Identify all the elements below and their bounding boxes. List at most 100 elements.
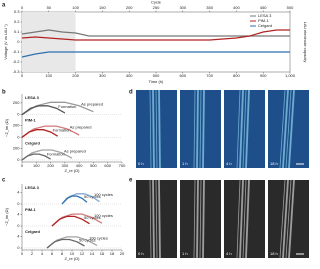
frame-label: 1 h xyxy=(182,251,188,256)
fiber xyxy=(158,179,161,259)
x-tick-label: 700 xyxy=(206,73,213,78)
fiber xyxy=(282,89,289,169)
x-tick-label: 400 xyxy=(126,73,133,78)
y-tick-label: 200 xyxy=(13,145,20,150)
fiber xyxy=(239,89,244,169)
frame-label: 4 h xyxy=(226,161,232,166)
fiber xyxy=(193,179,196,259)
series-label: Formation xyxy=(53,128,71,133)
impedance-curve xyxy=(21,125,80,138)
top-tick-label: 50 xyxy=(47,5,52,10)
y-tick-label: 4 xyxy=(17,212,20,217)
impedance-curve xyxy=(21,149,73,161)
fiber xyxy=(242,89,247,169)
x-tick-label: 6 xyxy=(51,251,54,256)
fiber xyxy=(149,179,152,259)
legend-label: LESA 3 xyxy=(258,13,272,18)
x-tick-label: 0 xyxy=(21,73,24,78)
fiber xyxy=(196,89,199,169)
x-tick-label: 200 xyxy=(47,163,54,168)
top-tick-label: 400 xyxy=(233,5,240,10)
panel-label: c xyxy=(2,178,6,184)
x-tick-label: 18 xyxy=(110,251,115,256)
group-label: Celgard xyxy=(25,140,40,145)
top-tick-label: 250 xyxy=(153,5,160,10)
x-tick-label: 800 xyxy=(233,73,240,78)
fiber xyxy=(202,89,205,169)
series-label: Formation xyxy=(47,151,65,156)
x-tick-label: 0 xyxy=(21,251,24,256)
fiber xyxy=(155,89,158,169)
y-axis-label: −Z_im (Ω) xyxy=(4,207,9,226)
x-tick-label: 600 xyxy=(179,73,186,78)
x-tick-label: 0 xyxy=(21,163,24,168)
panel-label: a xyxy=(2,3,6,9)
fiber xyxy=(288,179,295,259)
fiber xyxy=(285,89,292,169)
x-tick-label: 8 xyxy=(61,251,64,256)
fiber xyxy=(239,179,244,259)
y-tick-label: 0 xyxy=(17,245,20,250)
group-label: Celgard xyxy=(25,229,40,234)
y-axis-label: −Z_im (Ω) xyxy=(4,118,9,137)
fiber xyxy=(279,179,286,259)
series-label: 100 cycles xyxy=(94,213,113,218)
y-tick-label: 4 xyxy=(17,190,20,195)
fiber xyxy=(285,179,292,259)
panel-label: b xyxy=(2,90,6,96)
y-tick-label: 0 xyxy=(17,39,20,44)
group-label: LESA 3 xyxy=(25,95,40,100)
frame-label: 4 h xyxy=(226,251,232,256)
impedance-curve xyxy=(21,101,94,116)
y-tick-label: 0 xyxy=(17,112,20,117)
x-tick-label: 400 xyxy=(76,163,83,168)
x-tick-label: 20 xyxy=(120,251,125,256)
y2-axis-label: Li/Li electrode capacity xyxy=(303,22,308,63)
fiber xyxy=(245,89,250,169)
fiber xyxy=(199,179,202,259)
top-tick-label: 0 xyxy=(21,5,24,10)
series-label: As prepared xyxy=(81,101,103,106)
legend-label: Celgard xyxy=(258,23,272,28)
top-tick-label: 350 xyxy=(206,5,213,10)
series-label: As prepared xyxy=(64,148,86,153)
x-tick-label: 14 xyxy=(90,251,95,256)
fiber xyxy=(245,179,250,259)
series-label: Formation xyxy=(58,104,76,109)
fiber xyxy=(288,89,295,169)
x-tick-label: 500 xyxy=(153,73,160,78)
y-tick-label: 0.1 xyxy=(14,29,20,34)
x-tick-label: 4 xyxy=(41,251,44,256)
x-tick-label: 900 xyxy=(260,73,267,78)
y-tick-label: 0 xyxy=(17,201,20,206)
fiber xyxy=(242,179,247,259)
fiber xyxy=(152,179,155,259)
impedance-curve xyxy=(21,105,66,116)
series-label: 100 cycles xyxy=(89,236,108,241)
fiber xyxy=(193,89,196,169)
x-tick-label: 100 xyxy=(45,73,52,78)
shaded-region xyxy=(22,12,76,72)
y-tick-label: 0 xyxy=(17,157,20,162)
fiber xyxy=(236,89,241,169)
top-tick-label: 300 xyxy=(179,5,186,10)
series-label: As prepared xyxy=(70,125,92,130)
fiber xyxy=(152,89,155,169)
fiber xyxy=(158,89,161,169)
y-tick-label: 0.2 xyxy=(14,19,20,24)
y-axis-label: Voltage (V vs Li/Li⁺) xyxy=(3,24,8,60)
x-tick-label: 1,000 xyxy=(285,73,296,78)
x-tick-label: 10 xyxy=(70,251,75,256)
x-axis-label: Z_re (Ω) xyxy=(65,168,81,173)
impedance-curve xyxy=(51,213,103,227)
y-tick-label: 0.3 xyxy=(14,9,20,14)
top-tick-label: 200 xyxy=(126,5,133,10)
series-label: 100 cycles xyxy=(94,192,113,197)
y-tick-label: -0.1 xyxy=(13,49,21,54)
top-tick-label: 150 xyxy=(99,5,106,10)
x-tick-label: 16 xyxy=(100,251,105,256)
fiber xyxy=(236,179,241,259)
y-tick-label: 200 xyxy=(13,123,20,128)
frame-label: 18 h xyxy=(270,161,278,166)
x-tick-label: 12 xyxy=(80,251,85,256)
